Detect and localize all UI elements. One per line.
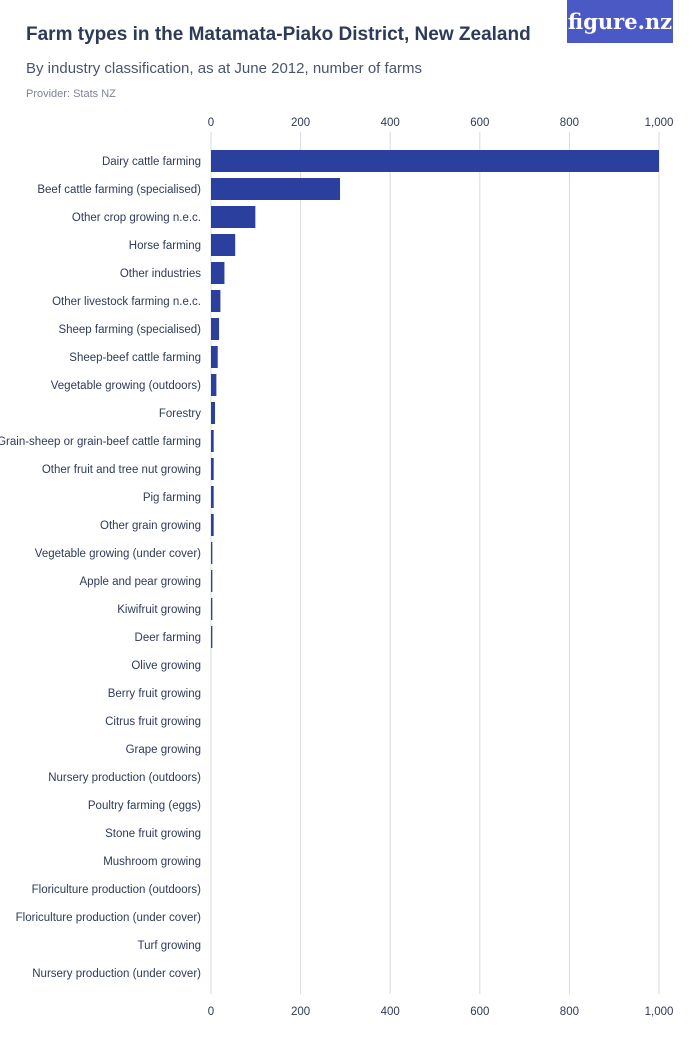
bar — [211, 598, 213, 620]
chart-subtitle: By industry classification, as at June 2… — [26, 60, 423, 77]
category-label: Deer farming — [135, 632, 201, 644]
category-label: Apple and pear growing — [80, 576, 201, 588]
x-tick-label-bottom: 600 — [470, 1006, 489, 1018]
bar — [211, 150, 659, 172]
bottom-axis-ticks: 0 200 400 600 800 1,000 — [208, 1006, 674, 1018]
category-label: Other livestock farming n.e.c. — [52, 296, 201, 308]
category-label: Nursery production (outdoors) — [48, 772, 201, 784]
category-label: Forestry — [159, 408, 201, 420]
bar — [211, 318, 220, 340]
bar — [211, 430, 214, 452]
figure-nz-logo[interactable]: figure.nz — [567, 0, 673, 43]
category-label: Vegetable growing (under cover) — [35, 548, 201, 560]
x-tick-label-top: 200 — [291, 117, 310, 129]
category-label: Beef cattle farming (specialised) — [37, 184, 201, 196]
bar — [211, 486, 214, 508]
bars — [211, 150, 659, 648]
provider-credit: Provider: Stats NZ — [26, 88, 116, 100]
x-tick-label-top: 800 — [560, 117, 579, 129]
category-label: Grape growing — [126, 744, 201, 756]
bar — [211, 542, 213, 564]
category-label: Other industries — [120, 268, 201, 280]
x-tick-label-top: 0 — [208, 117, 214, 129]
category-label: Sheep-beef cattle farming — [69, 352, 201, 364]
category-label: Olive growing — [131, 660, 201, 672]
category-label: Sheep farming (specialised) — [58, 324, 201, 336]
x-tick-label-bottom: 1,000 — [645, 1006, 674, 1018]
category-label: Turf growing — [138, 940, 202, 952]
category-label: Citrus fruit growing — [105, 716, 201, 728]
x-tick-label-top: 1,000 — [645, 117, 674, 129]
category-label: Mushroom growing — [103, 856, 201, 868]
x-tick-label-bottom: 400 — [381, 1006, 400, 1018]
category-label: Vegetable growing (outdoors) — [51, 380, 201, 392]
bar — [211, 234, 236, 256]
x-tick-label-bottom: 800 — [560, 1006, 579, 1018]
x-tick-label-bottom: 200 — [291, 1006, 310, 1018]
x-tick-label-top: 600 — [470, 117, 489, 129]
category-labels: Dairy cattle farming Beef cattle farming … — [0, 156, 201, 980]
category-label: Other grain growing — [100, 520, 201, 532]
bar — [211, 626, 213, 648]
chart-title: Farm types in the Matamata-Piako Distric… — [26, 24, 531, 45]
category-label: Poultry farming (eggs) — [88, 800, 201, 812]
category-label: Grain-sheep or grain-beef cattle farming — [0, 436, 201, 448]
x-tick-label-top: 400 — [381, 117, 400, 129]
category-label: Other fruit and tree nut growing — [42, 464, 201, 476]
bar — [211, 178, 341, 200]
bar — [211, 206, 256, 228]
category-label: Floriculture production (under cover) — [16, 912, 202, 924]
category-label: Horse farming — [129, 240, 201, 252]
bar — [211, 402, 216, 424]
bar — [211, 374, 217, 396]
x-tick-label-bottom: 0 — [208, 1006, 214, 1018]
top-axis-ticks: 0 200 400 600 800 1,000 — [208, 117, 674, 129]
bar — [211, 290, 221, 312]
bar — [211, 346, 218, 368]
category-label: Stone fruit growing — [105, 828, 201, 840]
bar — [211, 514, 214, 536]
category-label: Dairy cattle farming — [102, 156, 201, 168]
bar — [211, 458, 214, 480]
bar — [211, 570, 213, 592]
bar — [211, 262, 225, 284]
category-label: Nursery production (under cover) — [32, 968, 201, 980]
grid-lines — [210, 132, 660, 994]
category-label: Other crop growing n.e.c. — [72, 212, 201, 224]
category-label: Berry fruit growing — [108, 688, 201, 700]
category-label: Pig farming — [143, 492, 201, 504]
category-label: Floriculture production (outdoors) — [32, 884, 202, 896]
category-label: Kiwifruit growing — [117, 604, 201, 616]
